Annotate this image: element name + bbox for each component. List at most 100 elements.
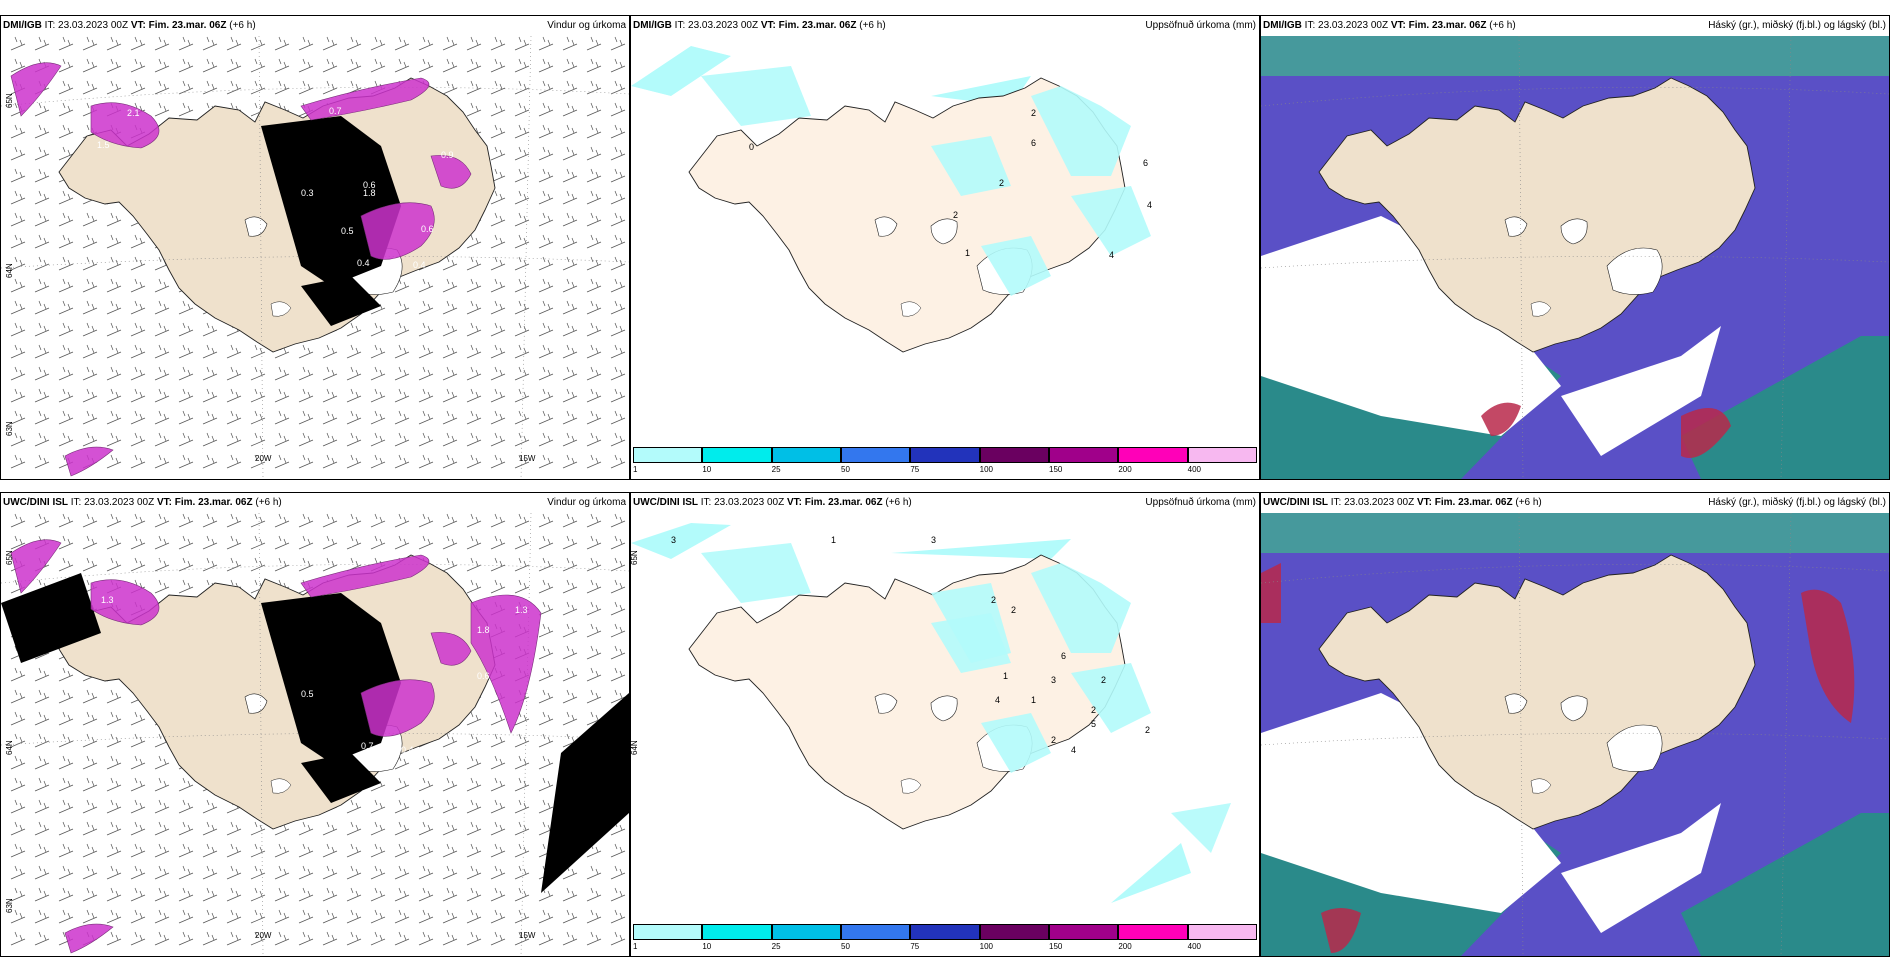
glacier-hofsjokull: [1560, 695, 1588, 722]
glacier-langjokull: [1504, 216, 1528, 237]
precip-value-label: 1.8: [363, 188, 376, 198]
panel-title: Uppsöfnuð úrkoma (mm): [1145, 497, 1256, 508]
valid-time: Fim. 23.mar. 06Z: [1408, 20, 1487, 31]
glacier-hofsjokull: [930, 218, 958, 245]
colorbar-tick: 1: [633, 465, 638, 474]
valid-time: Fim. 23.mar. 06Z: [778, 20, 857, 31]
colorbar-tick: 200: [1118, 465, 1132, 474]
vt-label: VT:: [786, 497, 802, 508]
accum-value-label: 1: [831, 535, 836, 545]
low-cloud-area: [1681, 336, 1889, 479]
colorbar-tick: 200: [1118, 942, 1132, 951]
vt-label: VT:: [130, 20, 146, 31]
precip-value-label: 0.9: [441, 150, 454, 160]
precip-value-label: 2.1: [127, 108, 140, 118]
precip-value-label: 0.7: [329, 106, 342, 116]
colorbar-swatch: [633, 447, 703, 463]
lead-time: (+6 h): [1489, 20, 1516, 31]
colorbar-tick: 150: [1049, 942, 1063, 951]
accum-value-label: 1: [965, 248, 970, 258]
precip-area: [430, 155, 472, 189]
valid-time: Fim. 23.mar. 06Z: [148, 20, 227, 31]
precip-value-label: 0.6: [477, 671, 490, 681]
lon-label-15w: 15W: [519, 454, 536, 463]
precip-value-label: 0.4: [413, 260, 426, 270]
accum-precip-panel-dmi: DMI/IGB IT: 23.03.2023 00Z VT: Fim. 23.m…: [630, 15, 1260, 480]
precip-hatch-area: [301, 276, 381, 326]
lead-time: (+6 h): [859, 20, 886, 31]
panel-title: Vindur og úrkoma: [547, 20, 626, 31]
accum-value-label: 0: [749, 142, 754, 152]
precip-area: [10, 539, 62, 594]
precip-hatch-area: [301, 753, 381, 803]
precip-value-label: 0.5: [341, 226, 354, 236]
init-time: IT: 23.03.2023 00Z: [70, 497, 155, 508]
accum-value-label: 3: [671, 535, 676, 545]
colorbar-tick: 400: [1187, 942, 1202, 951]
precip-value-label: 0.4: [401, 745, 414, 755]
map-canvas: [1261, 513, 1889, 956]
init-time: IT: 23.03.2023 00Z: [1330, 497, 1415, 508]
lat-label-65: 65N: [630, 550, 639, 565]
glacier-vatnajokull: [1606, 247, 1663, 295]
precip-value-label: 0.5: [301, 689, 314, 699]
precip-area: [1071, 186, 1151, 256]
precip-value-label: 1.3: [101, 595, 114, 605]
clear-sky-area: [1561, 803, 1721, 933]
precip-hatch-area: [261, 116, 401, 286]
colorbar-swatch: [910, 924, 980, 940]
lat-label-64: 64N: [630, 740, 639, 755]
colorbar-swatch: [1049, 924, 1119, 940]
colorbar-tick: 150: [1049, 465, 1063, 474]
glacier-myrdalsjokull: [900, 301, 922, 317]
precip-value-label: 0.7: [361, 741, 374, 751]
glacier-langjokull: [244, 693, 268, 714]
lat-label-64: 64N: [5, 740, 14, 755]
colorbar-swatch: [702, 924, 772, 940]
wind-precip-panel-uwc: UWC/DINI ISL IT: 23.03.2023 00Z VT: Fim.…: [0, 492, 630, 957]
graticule: [1261, 36, 1889, 479]
accum-value-label: 1: [1031, 695, 1036, 705]
glacier-langjokull: [874, 216, 898, 237]
lead-time: (+6 h): [885, 497, 912, 508]
high-cloud-thick-area: [1481, 402, 1521, 436]
colorbar-swatch: [702, 447, 772, 463]
colorbar-tick: 50: [841, 465, 850, 474]
accum-value-label: 3: [931, 535, 936, 545]
accum-value-label: 2: [991, 595, 996, 605]
precip-value-label: 2.1: [151, 557, 164, 567]
accum-value-label: 4: [995, 695, 1000, 705]
precip-value-label: 0.6: [421, 224, 434, 234]
high-cloud-thick-area: [1321, 908, 1361, 953]
valid-time: Fim. 23.mar. 06Z: [174, 497, 253, 508]
precip-area: [10, 62, 62, 117]
precip-area: [1171, 803, 1231, 853]
colorbar-swatch: [1118, 447, 1188, 463]
map-canvas: 3 1 3 2 2 1 4 3 6 2 2 1 2 4 5 2: [631, 523, 1231, 903]
precip-value-label: 0.4: [357, 258, 370, 268]
wind-precip-panel-dmi: DMI/IGB IT: 23.03.2023 00Z VT: Fim. 23.m…: [0, 15, 630, 480]
precip-sea-area: [891, 539, 1071, 559]
accum-value-label: 3: [1051, 675, 1056, 685]
colorbar-swatch: [979, 924, 1049, 940]
precip-hatch-area: [1, 573, 101, 663]
accum-value-label: 6: [1143, 158, 1148, 168]
colorbar: 1 10 25 50 75 100 150 200 400: [633, 924, 1257, 954]
precip-value-label: 0.3: [301, 188, 314, 198]
colorbar-swatch: [771, 924, 841, 940]
clear-sky-area: [1561, 326, 1721, 456]
cloud-panel-dmi: DMI/IGB IT: 23.03.2023 00Z VT: Fim. 23.m…: [1260, 15, 1890, 480]
precip-area: [931, 136, 1011, 196]
glacier-langjokull: [244, 216, 268, 237]
precip-area: [1031, 86, 1131, 176]
init-time: IT: 23.03.2023 00Z: [1304, 20, 1389, 31]
colorbar-swatch: [841, 447, 911, 463]
lat-label-65: 65N: [5, 550, 14, 565]
graticule: [1, 36, 629, 479]
precip-area: [981, 713, 1051, 773]
glacier-vatnajokull: [1606, 724, 1663, 772]
lon-label-20w: 20W: [255, 931, 272, 940]
accum-value-label: 5: [1091, 719, 1096, 729]
panel-title: Háský (gr.), miðský (fj.bl.) og lágský (…: [1708, 20, 1886, 31]
vt-label: VT:: [1390, 20, 1406, 31]
